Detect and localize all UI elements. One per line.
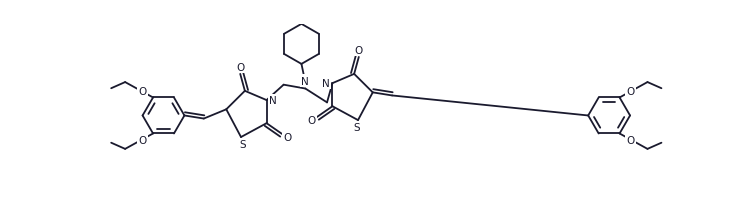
Text: O: O <box>138 87 146 97</box>
Text: O: O <box>355 46 363 56</box>
Text: O: O <box>138 135 146 145</box>
Text: O: O <box>236 63 244 73</box>
Text: O: O <box>626 135 634 145</box>
Text: O: O <box>308 116 316 125</box>
Text: S: S <box>353 122 360 132</box>
Text: N: N <box>302 76 309 86</box>
Text: N: N <box>322 79 330 89</box>
Text: O: O <box>626 87 634 97</box>
Text: O: O <box>284 132 292 142</box>
Text: N: N <box>269 96 277 105</box>
Text: S: S <box>239 139 246 149</box>
